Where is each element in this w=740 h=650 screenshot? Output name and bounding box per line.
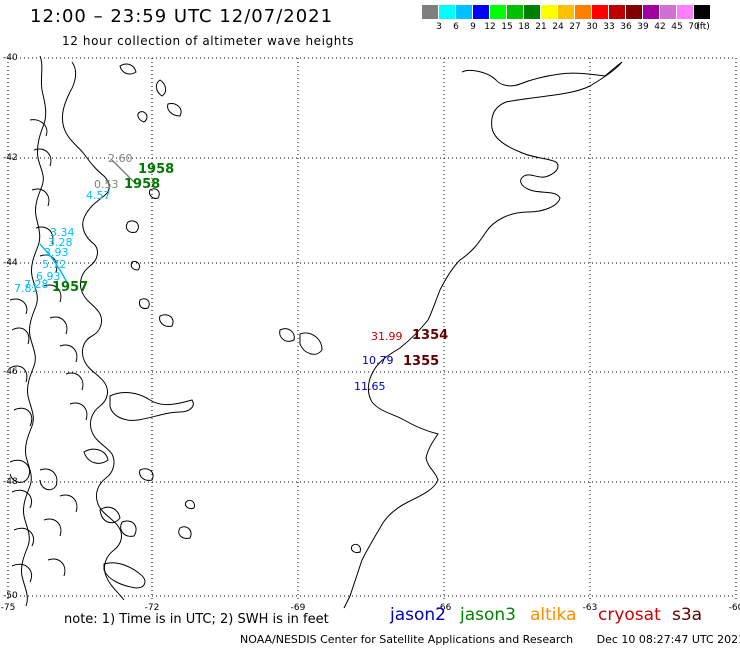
scale-label: 24 (552, 22, 564, 32)
scale-label: 12 (484, 22, 496, 32)
wave-height-value: 10.79 (362, 354, 394, 367)
fjord-lines (9, 298, 78, 583)
latitude-label: -42 (3, 153, 18, 163)
map-title: 12:00 – 23:59 UTC 12/07/2021 (30, 6, 334, 27)
island-cluster-3 (279, 328, 323, 355)
scale-label: 27 (569, 22, 581, 32)
wave-height-value: 2.60 (108, 152, 133, 165)
scale-label: 42 (654, 22, 666, 32)
scale-label: 45 (671, 22, 683, 32)
scale-label: 21 (535, 22, 547, 32)
footer-credit: NOAA/NESDIS Center for Satellite Applica… (240, 633, 574, 646)
fjord-lines-2 (29, 119, 88, 421)
scale-label: 9 (470, 22, 476, 32)
pass-number: 1957 (52, 280, 89, 295)
wave-height-value: 11.65 (354, 380, 386, 393)
scale-swatch (541, 5, 558, 19)
chile-inner-coast (61, 61, 125, 601)
track-1958-line (111, 159, 135, 183)
scale-label: 15 (501, 22, 513, 32)
scale-swatch (626, 5, 643, 19)
scale-label: 70 (688, 22, 700, 32)
wave-height-value: 31.99 (371, 330, 403, 343)
wave-height-value: 7.81 (14, 282, 39, 295)
scale-swatch (660, 5, 677, 19)
pass-number: 1958 (124, 177, 161, 192)
note-text: note: 1) Time is in UTC; 2) SWH is in fe… (64, 612, 329, 627)
wave-height-value: 3.34 (50, 226, 75, 239)
track-1957-line (39, 243, 69, 285)
scale-label: 3 (436, 22, 442, 32)
scale-label: 6 (453, 22, 459, 32)
latitude-label: -44 (3, 258, 18, 268)
island-cluster-1 (119, 63, 182, 123)
longitude-label: -60 (728, 603, 740, 613)
scale-swatch (677, 5, 694, 19)
satellite-legend-jason2: jason2 (390, 605, 446, 625)
footer-timestamp: Dec 10 08:27:47 UTC 2021 (596, 633, 740, 646)
longitude-label: -69 (290, 603, 306, 613)
chile-coastline (21, 55, 47, 607)
island-cluster-5 (99, 499, 361, 589)
pass-number: 1958 (138, 162, 175, 177)
wave-height-value: 7.28 (24, 278, 49, 291)
color-scale (422, 5, 711, 19)
scale-swatch (524, 5, 541, 19)
footer: NOAA/NESDIS Center for Satellite Applica… (240, 633, 740, 646)
scale-swatch (694, 5, 711, 19)
scale-label: 36 (620, 22, 632, 32)
wave-height-value: 5.72 (42, 258, 67, 271)
scale-swatch (507, 5, 524, 19)
satellite-legend-jason3: jason3 (460, 605, 516, 625)
latitude-label: -46 (3, 367, 18, 377)
latitude-label: -48 (3, 477, 18, 487)
wave-height-value: 3.93 (44, 246, 69, 259)
satellite-legend-cryosat: cryosat (598, 605, 661, 625)
scale-label: 18 (518, 22, 530, 32)
satellite-legend-altika: altika (530, 605, 577, 625)
island-cluster-2 (125, 188, 174, 327)
longitude-label: -63 (582, 603, 598, 613)
wave-height-value: 3.28 (48, 236, 73, 249)
scale-swatch (456, 5, 473, 19)
pass-number: 1354 (412, 328, 449, 343)
latitude-label: -40 (3, 53, 18, 63)
scale-label: 30 (586, 22, 598, 32)
scale-swatch (473, 5, 490, 19)
island-cluster-4 (83, 392, 194, 481)
scale-swatch (592, 5, 609, 19)
scale-swatch (422, 5, 439, 19)
scale-swatch (558, 5, 575, 19)
longitude-label: -72 (144, 603, 160, 613)
scale-label: 39 (637, 22, 649, 32)
pass-number: 1355 (403, 354, 440, 369)
wave-height-value: 4.57 (86, 189, 111, 202)
scale-swatch (575, 5, 592, 19)
longitude-label: -75 (0, 603, 16, 613)
map-subtitle: 12 hour collection of altimeter wave hei… (62, 34, 355, 48)
wave-height-value: 0.53 (94, 178, 119, 191)
satellite-tracks (39, 159, 135, 285)
scale-swatch (643, 5, 660, 19)
coastline (9, 55, 623, 609)
satellite-legend-s3a: s3a (672, 605, 703, 625)
scale-unit: (ft) (696, 22, 710, 32)
scale-label: 33 (603, 22, 615, 32)
wave-height-value: 6.93 (36, 270, 61, 283)
scale-swatch (439, 5, 456, 19)
longitude-label: -66 (436, 603, 452, 613)
scale-swatch (609, 5, 626, 19)
graticule (7, 57, 737, 600)
argentina-coastline (343, 61, 623, 609)
scale-swatch (490, 5, 507, 19)
latitude-label: -50 (3, 591, 18, 601)
